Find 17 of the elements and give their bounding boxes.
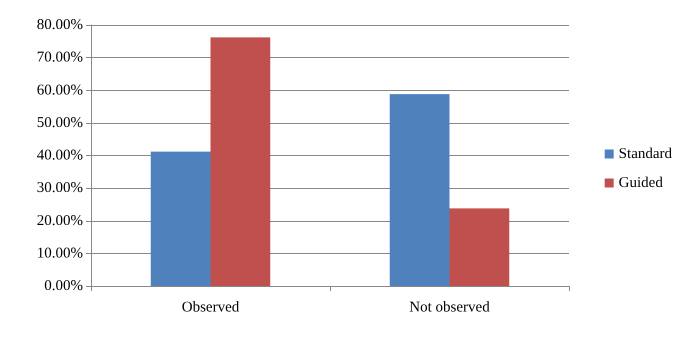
- x-tick-label: Not observed: [409, 300, 490, 316]
- legend-label: Guided: [618, 175, 664, 191]
- y-tick-label: 20.00%: [36, 212, 83, 229]
- bar: [150, 152, 210, 286]
- legend-label: Standard: [618, 146, 672, 162]
- y-tick-label: 70.00%: [36, 50, 83, 66]
- y-tick-label: 40.00%: [36, 148, 83, 164]
- y-tick-label: 30.00%: [36, 180, 83, 196]
- bar: [450, 208, 510, 286]
- x-tick-label: Observed: [182, 300, 240, 316]
- y-tick-label: 0.00%: [44, 278, 83, 294]
- bar: [210, 37, 270, 286]
- y-tick-label: 80.00%: [36, 17, 83, 33]
- y-tick-label: 10.00%: [36, 245, 83, 262]
- y-tick-label: 50.00%: [36, 114, 83, 131]
- bar: [390, 94, 450, 286]
- y-tick-label: 60.00%: [36, 82, 83, 98]
